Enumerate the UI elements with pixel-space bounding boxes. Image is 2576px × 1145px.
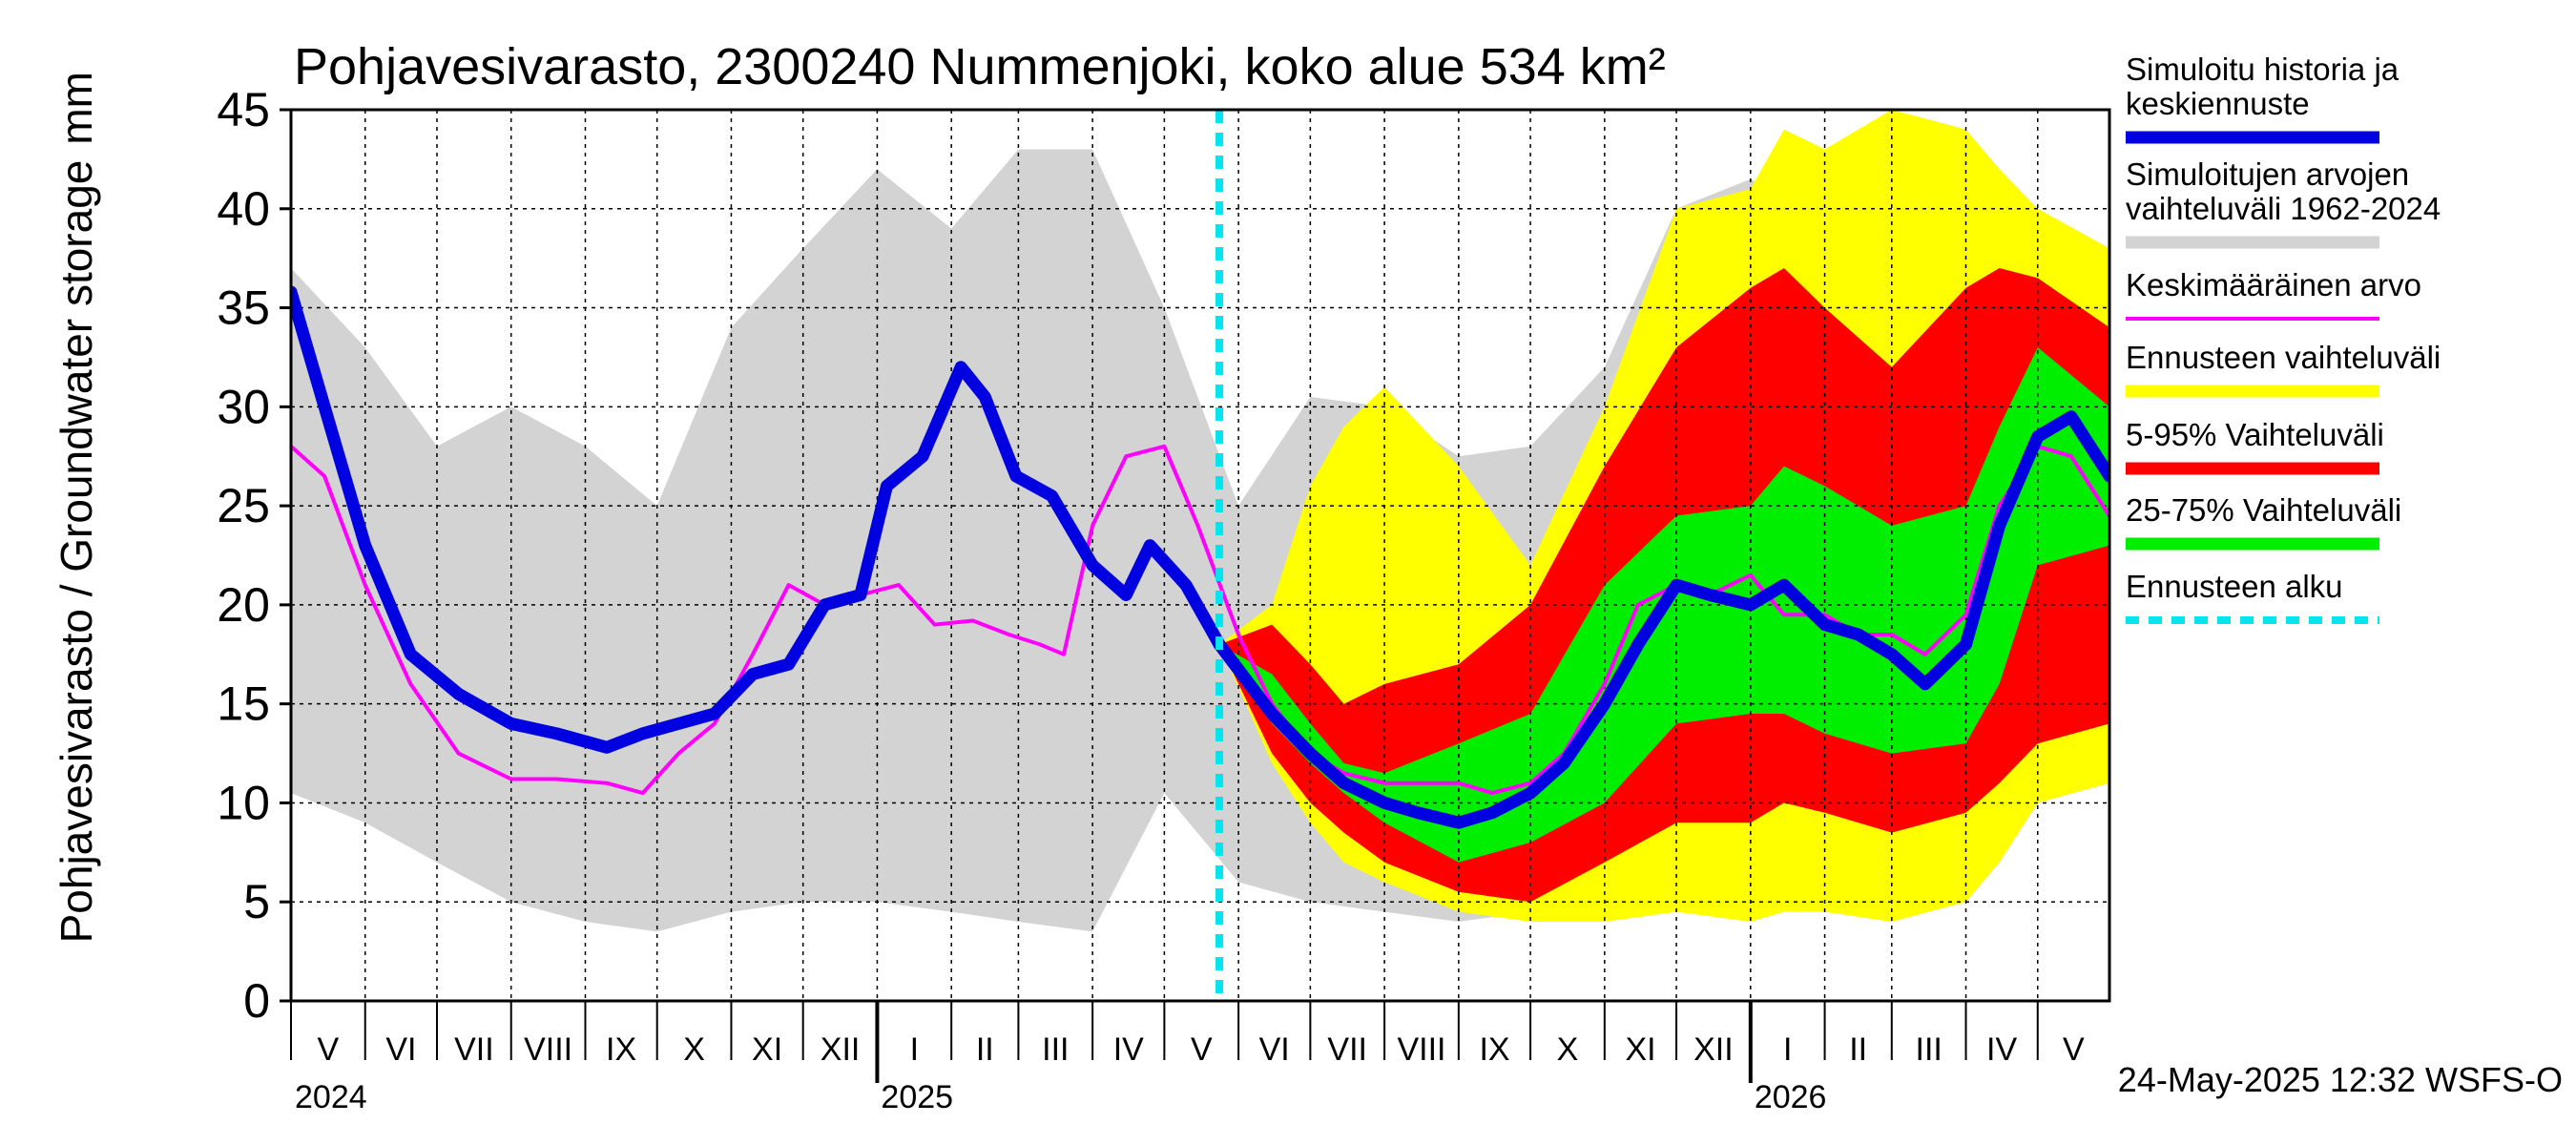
month-label: I	[910, 1031, 919, 1068]
year-label: 2026	[1755, 1079, 1827, 1115]
month-label: VIII	[524, 1031, 572, 1068]
month-label: V	[1191, 1031, 1213, 1068]
legend-label: Keskimääräinen arvo	[2126, 267, 2421, 302]
chart-title: Pohjavesivarasto, 2300240 Nummenjoki, ko…	[294, 38, 1666, 95]
legend: Simuloitu historia ja keskiennuste Simuloi…	[2126, 52, 2441, 624]
year-label: 2024	[295, 1079, 367, 1115]
month-label: IX	[1479, 1031, 1509, 1068]
month-label: VII	[1327, 1031, 1367, 1068]
y-tick-label: 5	[243, 875, 270, 928]
legend-label: Ennusteen alku	[2126, 569, 2343, 604]
history-line	[291, 285, 1226, 754]
month-label: III	[1916, 1031, 1942, 1068]
y-tick-label: 30	[217, 380, 270, 433]
month-label: I	[1783, 1031, 1792, 1068]
legend-label: Simuloitujen arvojen vaihteluväli 1962-20…	[2126, 156, 2441, 226]
legend-label: Ennusteen vaihteluväli	[2126, 340, 2441, 375]
month-label: VIII	[1397, 1031, 1445, 1068]
y-tick-label: 20	[217, 578, 270, 632]
y-tick-label: 35	[217, 281, 270, 335]
y-tick-label: 25	[217, 479, 270, 532]
month-label: V	[318, 1031, 340, 1068]
y-axis-label: Pohjavesivarasto / Groundwater storage	[52, 160, 101, 944]
month-label: X	[683, 1031, 705, 1068]
timestamp: 24-May-2025 12:32 WSFS-O	[2118, 1060, 2563, 1099]
month-label: IV	[1113, 1031, 1144, 1068]
y-unit-label: mm	[52, 72, 101, 145]
y-tick-label: 10	[217, 776, 270, 829]
month-label: VII	[454, 1031, 494, 1068]
plot-frame	[289, 108, 2111, 1003]
month-label: II	[1849, 1031, 1867, 1068]
month-label: X	[1557, 1031, 1579, 1068]
month-label: XI	[1625, 1031, 1655, 1068]
month-label: VI	[385, 1031, 416, 1068]
year-label: 2025	[881, 1079, 953, 1115]
month-label: IX	[606, 1031, 636, 1068]
y-tick-label: 45	[217, 83, 270, 136]
month-label: V	[2063, 1031, 2085, 1068]
y-tick-label: 15	[217, 677, 270, 731]
forecast-median-line	[1213, 410, 2109, 829]
month-label: XII	[821, 1031, 861, 1068]
legend-label: Simuloitu historia ja keskiennuste	[2126, 52, 2399, 121]
legend-label: 25-75% Vaihteluväli	[2126, 492, 2401, 528]
month-label: III	[1042, 1031, 1069, 1068]
month-label: VI	[1259, 1031, 1290, 1068]
y-tick-label: 40	[217, 182, 270, 236]
month-label: IV	[1986, 1031, 2017, 1068]
y-tick-label: 0	[243, 974, 270, 1028]
month-label: XII	[1693, 1031, 1734, 1068]
legend-label: 5-95% Vaihteluväli	[2126, 417, 2384, 452]
month-label: II	[976, 1031, 994, 1068]
month-label: XI	[752, 1031, 782, 1068]
